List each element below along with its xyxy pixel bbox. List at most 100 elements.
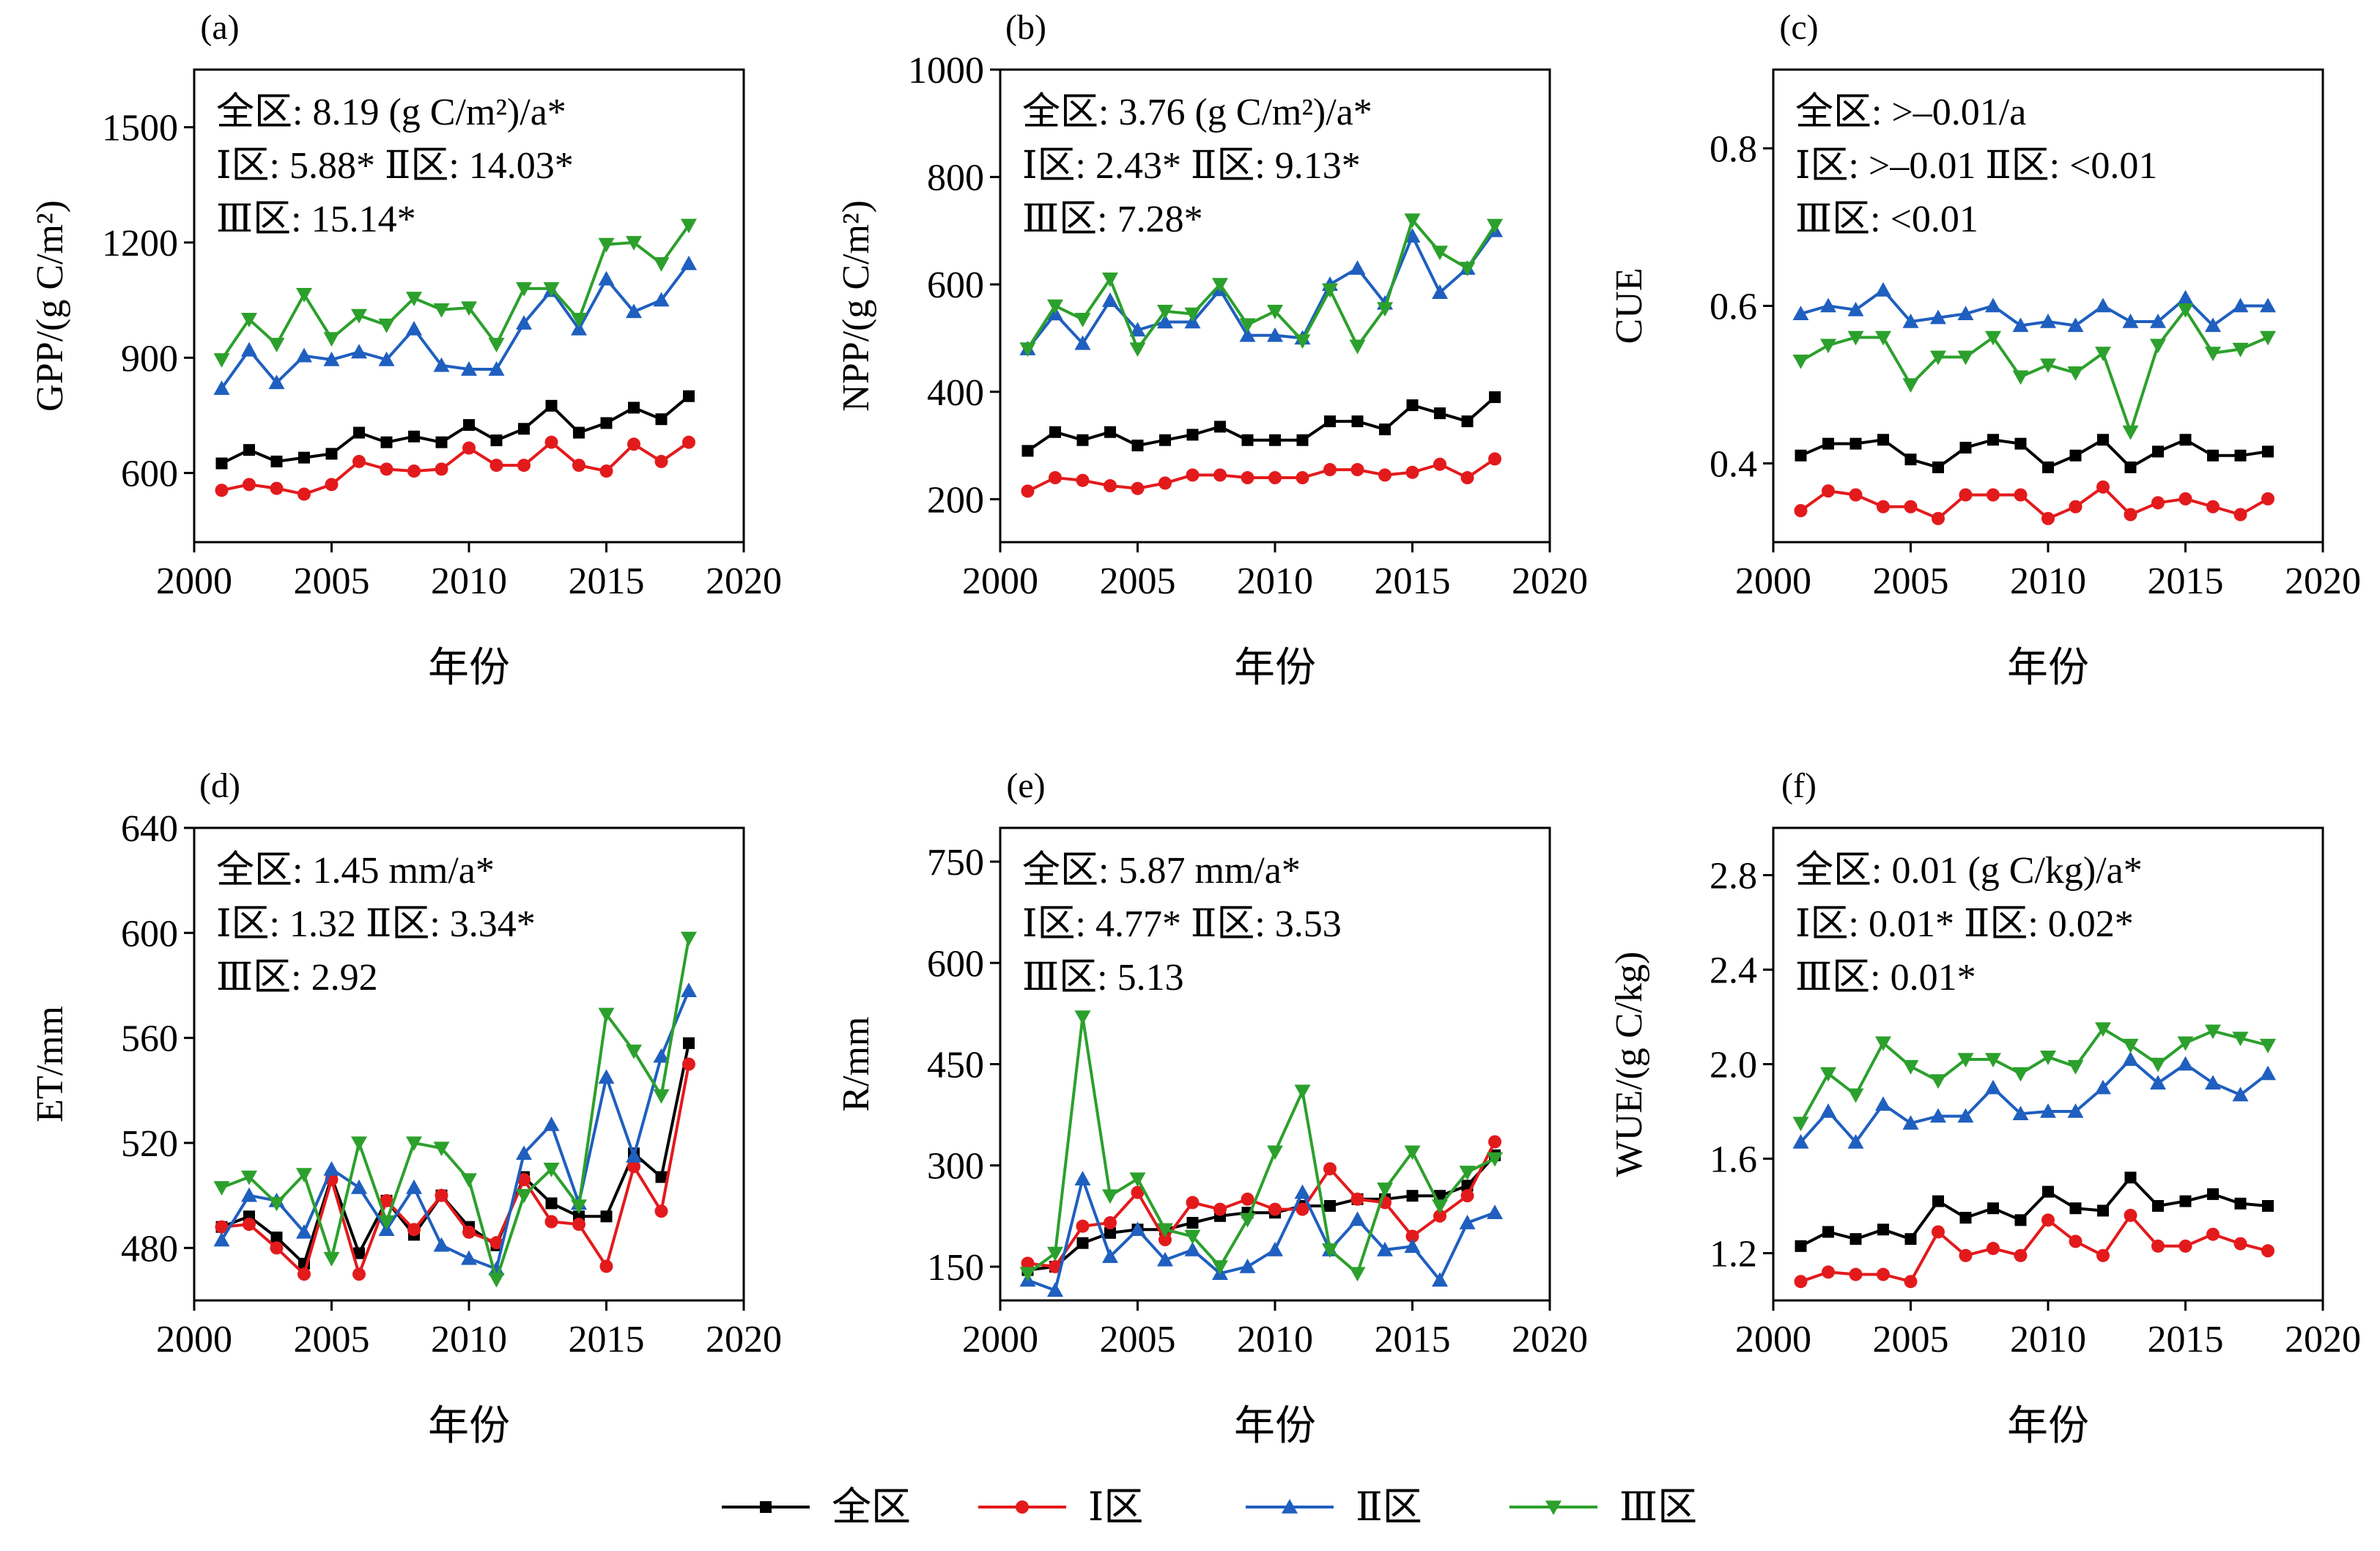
data-point [2042,1185,2054,1198]
series-line [1800,437,2269,470]
data-point [323,332,340,347]
data-point [1076,1219,1090,1233]
x-tick-label: 2015 [1375,1319,1451,1361]
legend-item-0: 全区 [722,1485,911,1529]
data-point [1822,1265,1835,1279]
legend-marker [760,1501,772,1513]
data-point [1159,434,1171,446]
data-point [1076,434,1089,446]
data-point [1350,463,1364,477]
data-point [490,434,503,447]
series-line [221,440,690,496]
data-point [2206,1227,2220,1241]
data-point [2207,449,2219,462]
data-point [1849,1233,1862,1245]
data-point [1432,245,1448,261]
data-point [1459,262,1476,277]
data-point [2042,461,2054,473]
data-point [682,435,695,449]
data-point [1902,1115,1919,1130]
data-point [626,1147,642,1163]
data-point [351,308,367,324]
data-point [378,318,395,333]
data-point [1186,468,1200,482]
data-point [435,462,448,476]
series-2 [213,982,697,1276]
data-point [1461,415,1474,428]
x-tick-label: 2015 [569,560,645,602]
x-axis-label: 年份 [1234,645,1316,691]
x-axis-label: 年份 [428,645,510,691]
data-point [1792,354,1809,369]
data-point [270,1232,283,1243]
data-point [1957,350,1974,366]
data-point [1987,1242,2000,1256]
data-point [2069,1202,2082,1215]
data-point [518,423,530,435]
series-line [1027,396,1496,453]
y-tick-label: 450 [927,1045,984,1087]
data-point [1157,305,1173,319]
data-point [353,1247,365,1259]
x-tick-label: 2005 [1100,560,1176,602]
data-point [1959,1212,1972,1224]
data-point [1074,313,1091,327]
data-point [600,417,613,429]
data-point [489,1236,503,1250]
data-point [2260,330,2276,346]
data-point [545,399,558,412]
data-point [1404,228,1421,243]
series-1 [1021,452,1501,498]
trend-annotation: Ⅰ区: 5.88* Ⅱ区: 14.03* [216,145,574,187]
data-point [1459,1166,1476,1180]
data-point [2095,347,2111,361]
data-point [543,1163,560,1177]
data-point [2151,496,2165,510]
legend-marker [1545,1500,1562,1515]
data-point [1377,1182,1393,1197]
series-0 [1795,1171,2274,1252]
y-axis-label: CUE [1608,268,1650,344]
data-point [1131,440,1144,452]
y-tick-label: 750 [927,842,984,884]
x-axis-label: 年份 [2007,1404,2089,1449]
data-point [1104,426,1116,438]
trend-annotation: Ⅲ区: 15.14* [216,199,416,240]
x-tick-label: 2020 [706,560,782,602]
data-point [2040,358,2056,374]
series-line [1800,307,2269,437]
data-point [683,390,695,402]
data-point [2261,1244,2274,1258]
series-2 [1792,282,2276,333]
series-2 [213,255,697,396]
x-tick-label: 2020 [706,1319,782,1361]
series-1 [215,435,695,501]
data-point [1432,1272,1448,1287]
data-point [2096,480,2110,494]
data-point [1349,339,1366,355]
data-point [461,361,477,376]
data-point [1294,334,1311,349]
data-point [296,287,312,303]
legend-item-1: Ⅰ区 [978,1485,1143,1529]
data-point [433,1237,450,1252]
trend-annotation: Ⅲ区: 5.13 [1022,957,1184,999]
data-point [2232,342,2249,358]
data-point [598,1069,615,1084]
data-point [378,351,395,366]
y-tick-label: 300 [927,1146,984,1188]
data-point [1959,488,1973,502]
series-2 [1792,1051,2276,1149]
series-line [1027,1141,1496,1269]
data-point [296,1168,312,1182]
data-point [2040,1051,2056,1065]
data-point [2097,1204,2109,1217]
x-tick-label: 2015 [2148,560,2224,602]
x-tick-label: 2005 [1873,560,1949,602]
data-point [544,1215,558,1229]
x-tick-label: 2010 [431,560,507,602]
data-point [1822,484,1835,498]
data-point [1902,314,1919,328]
trend-annotation: Ⅰ区: 2.43* Ⅱ区: 9.13* [1022,145,1361,187]
data-point [1267,305,1283,319]
